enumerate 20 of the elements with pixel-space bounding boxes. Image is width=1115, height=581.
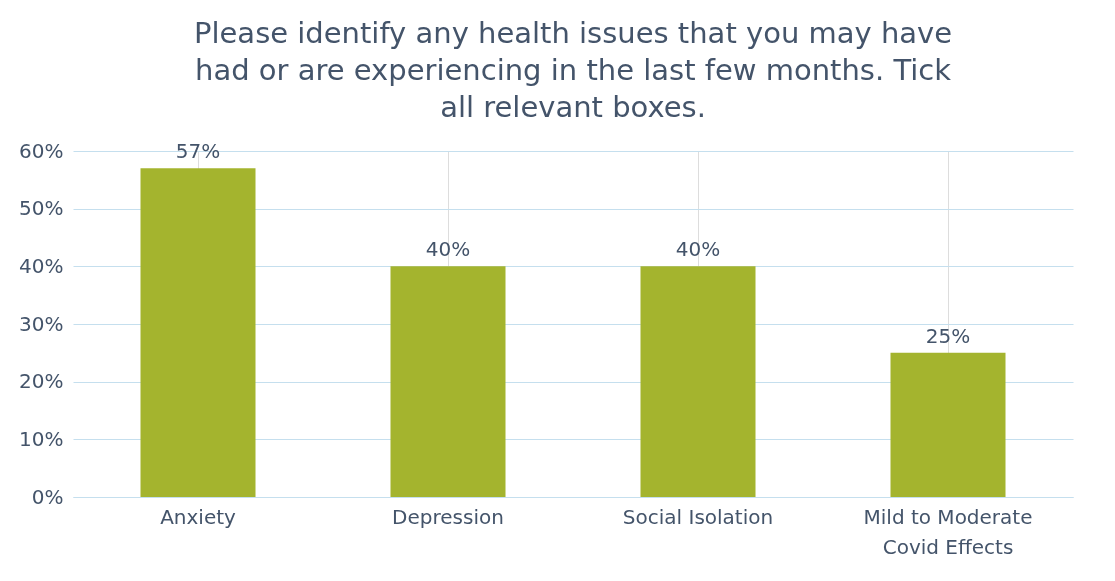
data-label: 57% [175,139,221,164]
chart-title: Please identify any health issues that you may have had or are experiencing in the last few months. Tick all relevant boxes. [193,16,953,124]
y-tick-label: 10% [19,426,64,451]
y-tick-label: 0% [31,484,64,509]
y-tick-label: 40% [19,253,64,278]
bar [390,266,506,497]
bar [140,168,256,497]
data-label: 25% [925,323,971,348]
bar [640,266,756,497]
y-tick-label: 30% [19,311,64,336]
x-tick-label: Depression [392,504,504,529]
y-tick-label: 20% [19,369,64,394]
y-tick-label: 60% [19,138,64,163]
y-tick-label: 50% [19,196,64,221]
x-tick-label: Mild to Moderate Covid Effects [863,504,1033,559]
data-label: 40% [425,237,471,262]
x-tick-label: Anxiety [160,504,237,529]
x-tick-label: Social Isolation [622,504,774,529]
bar [890,352,1006,497]
data-label: 40% [675,237,721,262]
